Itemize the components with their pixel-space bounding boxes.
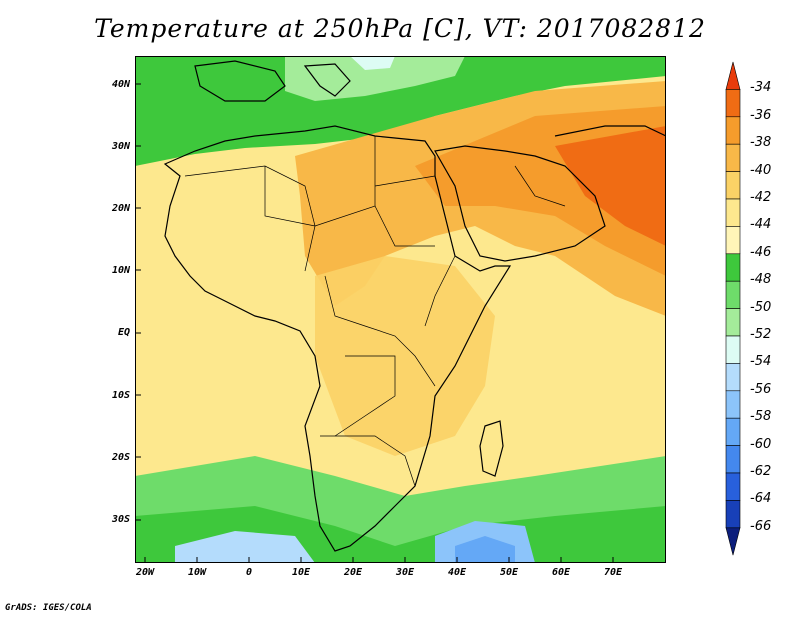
lon-label-60e: 60E: [551, 567, 571, 578]
border-5: [324, 275, 436, 387]
colorbar-segment: [725, 280, 741, 309]
border-9: [514, 165, 566, 207]
map-frame: [135, 56, 666, 563]
madagascar-coastline: [479, 420, 504, 477]
colorbar-segment: [725, 445, 741, 474]
colorbar-tick-label: -60: [750, 436, 772, 452]
credit-text: GrADS: IGES/COLA: [5, 603, 92, 613]
border-2: [264, 166, 435, 247]
colorbar-tick-label: -48: [750, 272, 772, 288]
iran-coastline: [554, 125, 666, 137]
colorbar-tick-label: -66: [750, 518, 772, 534]
lon-label-0: 0: [245, 567, 253, 578]
lon-label-20e: 20E: [343, 567, 363, 578]
colorbar-tick-label: -56: [750, 381, 772, 397]
border-7: [320, 435, 416, 487]
colorbar-bottom-arrow: [725, 527, 741, 556]
colorbar-segment: [725, 143, 741, 172]
lon-label-40e: 40E: [447, 567, 467, 578]
colorbar: [725, 61, 741, 556]
country-borders: [184, 136, 566, 487]
colorbar-segment: [725, 253, 741, 282]
central-africa-zone: [315, 256, 495, 456]
africa-coastline: [163, 125, 512, 552]
lon-label-30e: 30E: [395, 567, 415, 578]
lon-label-10w: 10W: [187, 567, 207, 578]
colorbar-tick-label: -34: [750, 80, 772, 96]
lon-label-10e: 10E: [291, 567, 311, 578]
border-4: [374, 175, 436, 187]
south-indian-coldest-patch: [455, 536, 515, 563]
colorbar-tick-label: -42: [750, 190, 772, 205]
colorbar-tick-label: -54: [750, 354, 772, 370]
colorbar-tick-label: -50: [750, 299, 772, 315]
colorbar-tick-label: -46: [750, 244, 772, 260]
northern-cold-band: [135, 56, 666, 166]
colorbar-segment: [725, 335, 741, 364]
lat-label-10n: 10N: [111, 265, 130, 276]
lat-label-10s: 10S: [111, 390, 130, 401]
border-6: [334, 355, 396, 437]
lon-label-50e: 50E: [499, 567, 519, 578]
border-1: [184, 165, 316, 272]
lat-label-40n: 40N: [111, 79, 130, 90]
colorbar-tick-label: -44: [750, 217, 772, 233]
colorbar-segment: [725, 116, 741, 145]
colorbar-segment: [725, 226, 741, 255]
colorbar-segment: [725, 198, 741, 227]
colorbar-tick-label: -64: [750, 491, 772, 507]
lon-label-70e: 70E: [603, 567, 623, 578]
lon-label-20w: 20W: [135, 567, 155, 578]
lat-label-30s: 30S: [111, 514, 130, 525]
indian-hottest-zone: [555, 126, 666, 246]
colorbar-tick-label: -52: [750, 327, 772, 342]
temperature-map: [135, 56, 666, 563]
lat-label-eq: EQ: [117, 327, 130, 338]
colorbar-segment: [725, 390, 741, 419]
map-title: Temperature at 250hPa [C], VT: 201708281…: [94, 14, 706, 43]
arabia-coastline: [434, 145, 606, 262]
lat-label-20s: 20S: [111, 452, 130, 463]
lat-label-20n: 20N: [111, 203, 130, 214]
map-panel: [135, 56, 666, 563]
colorbar-tick-label: -58: [750, 409, 772, 425]
colorbar-tick-label: -36: [750, 107, 772, 123]
colorbar-segment: [725, 472, 741, 501]
colorbar-tick-label: -40: [750, 162, 772, 178]
border-8: [424, 255, 456, 327]
south-atlantic-cold-patch: [175, 531, 315, 563]
mediterranean-coldest-zone: [350, 56, 395, 70]
mediterranean-cool-zone: [285, 56, 465, 101]
iberia-coastline: [194, 60, 286, 102]
colorbar-segment: [725, 89, 741, 118]
colorbar-segment: [725, 500, 741, 529]
colorbar-tick-label: -38: [750, 135, 772, 151]
colorbar-segment: [725, 417, 741, 446]
colorbar-segment: [725, 171, 741, 200]
colorbar-segment: [725, 363, 741, 392]
colorbar-top-arrow: [725, 61, 741, 90]
coastlines: [163, 60, 666, 552]
colorbar-segment: [725, 308, 741, 337]
lat-label-30n: 30N: [111, 141, 130, 152]
italy-coastline: [303, 63, 351, 97]
colorbar-tick-label: -62: [750, 464, 772, 479]
